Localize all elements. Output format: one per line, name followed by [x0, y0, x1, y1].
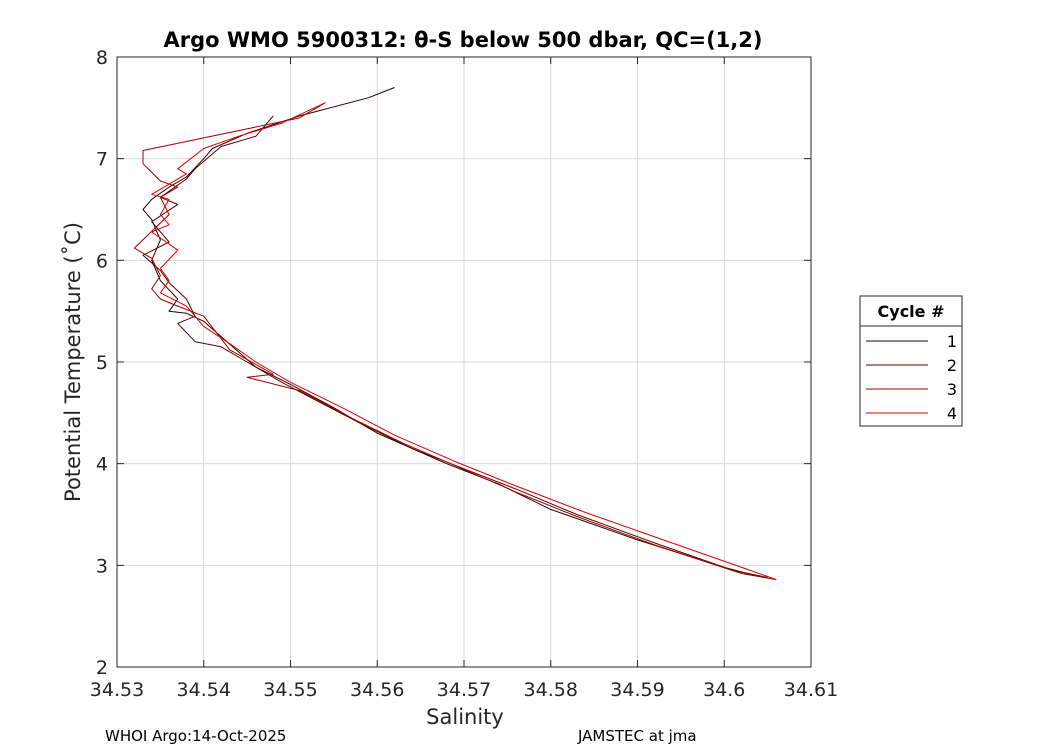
y-tick-label: 3 [96, 555, 108, 577]
legend: Cycle # 1 2 3 4 [859, 295, 963, 427]
x-tick-label: 34.59 [610, 679, 664, 701]
series-line-cycle-3 [133, 102, 777, 581]
legend-title: Cycle # [878, 302, 945, 321]
series-line-cycle-1 [142, 87, 760, 577]
y-tick-label: 4 [96, 454, 108, 476]
y-tick-label: 8 [96, 47, 108, 69]
y-tick-label: 5 [96, 352, 108, 374]
x-tick-label: 34.57 [437, 679, 491, 701]
x-tick-label: 34.6 [703, 679, 745, 701]
legend-label-cycle-2: 2 [947, 356, 957, 375]
series-line-cycle-2 [142, 115, 768, 578]
legend-label-cycle-1: 1 [947, 332, 957, 351]
footer-right: JAMSTEC at jma [577, 727, 697, 745]
y-axis-label: Potential Temperature (˚C) [61, 222, 85, 502]
chart-title: Argo WMO 5900312: θ-S below 500 dbar, QC… [164, 28, 763, 52]
y-tick-label: 6 [96, 250, 108, 272]
x-tick-label: 34.58 [524, 679, 578, 701]
legend-label-cycle-4: 4 [947, 404, 957, 423]
footer-left: WHOI Argo:14-Oct-2025 [105, 727, 286, 745]
x-tick-label: 34.53 [90, 679, 144, 701]
series-lines [133, 87, 777, 581]
x-tick-label: 34.61 [784, 679, 838, 701]
axis-ticks: 34.53 34.54 34.55 34.56 34.57 34.58 34.59 34.6 3… [90, 47, 838, 701]
y-tick-label: 2 [96, 657, 108, 679]
x-tick-label: 34.56 [350, 679, 404, 701]
legend-label-cycle-3: 3 [947, 380, 957, 399]
series-line-cycle-4 [151, 102, 777, 581]
x-axis-label: Salinity [426, 705, 504, 729]
legend-items: 1 2 3 4 [866, 332, 957, 423]
y-tick-label: 7 [96, 149, 108, 171]
legend-box [859, 295, 963, 427]
x-tick-label: 34.54 [177, 679, 231, 701]
x-tick-label: 34.55 [263, 679, 317, 701]
